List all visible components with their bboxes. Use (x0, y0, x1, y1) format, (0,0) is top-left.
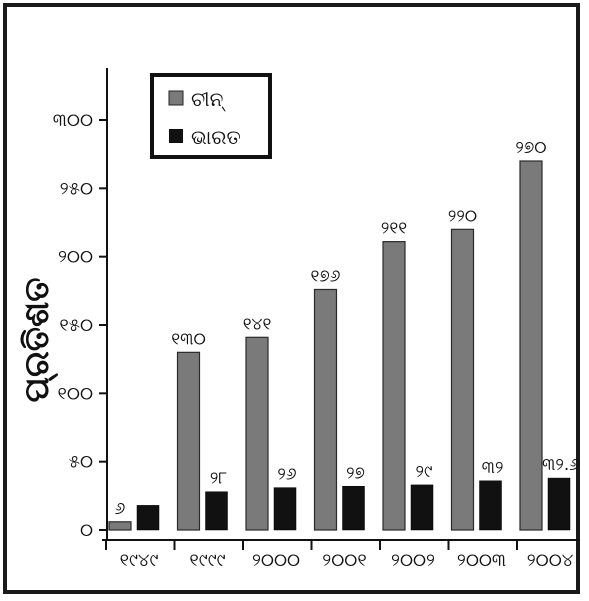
x-tick-label: ୧୯୪୯ (120, 550, 159, 571)
bar-india (342, 486, 365, 531)
x-tick-label: ୧୯୯୯ (189, 550, 225, 571)
bar-india (547, 477, 571, 531)
y-tick-label: ୩୦୦ (53, 110, 93, 131)
bars (108, 160, 571, 531)
x-tick-label: ୨୦୦୪ (527, 550, 574, 571)
y-tick-label: ୨୦୦ (58, 247, 93, 268)
data-label-india: ୨୬ (277, 465, 296, 485)
y-tick-label: ୧୫୦ (59, 315, 93, 336)
bar-india (205, 491, 228, 531)
x-tick-label: ୨୦୦୨ (391, 550, 435, 571)
x-tick-label: ୨୦୦୩ (457, 550, 506, 571)
legend-swatch-china (168, 90, 184, 106)
data-label-china: ୨୭୦ (515, 138, 546, 158)
legend-label-india: ଭାରତ (191, 125, 241, 149)
data-label-china: ୧୭୬ (311, 266, 341, 286)
y-tick-label: ୨୫୦ (60, 178, 93, 199)
bar-china (108, 521, 132, 531)
bar-china (313, 288, 338, 531)
data-label-china: ୨୨୦ (448, 206, 477, 226)
bar-china (382, 241, 406, 531)
value-labels: ୬ ୧୩୦ ୨୮ ୧୪୧ ୨୬ ୧୭୬ ୨୭ ୨୧୧ ୨୯ ୨୨୦ ୩୨ ୨୭୦ ୩୨.୬ (115, 138, 580, 519)
x-tick-label: ୨୦୦୦ (252, 550, 300, 571)
legend-box (150, 73, 272, 159)
y-tick-label: ୧୦୦ (58, 383, 93, 404)
data-label-india: ୨୮ (210, 469, 227, 489)
data-label-china: ୧୩୦ (171, 329, 206, 349)
legend-swatch-india (169, 129, 183, 143)
data-label-india: ୨୯ (416, 462, 433, 482)
data-label-china: ୬ (115, 499, 126, 519)
bar-china (245, 336, 269, 531)
axes: ୦ ୫୦ ୧୦୦ ୧୫୦ ୨୦୦ ୨୫୦ ୩୦୦ ୧୯୪୯ ୧୯୯୯ ୨୦୦୦ ୨୦୦୧ ୨୦୦୨ ୨୦… (53, 68, 580, 571)
bar-china (176, 351, 201, 531)
y-axis-label: ପ୍ରତିଶତ (17, 278, 58, 403)
bar-india (136, 505, 160, 531)
bar-india (410, 484, 434, 531)
data-label-china: ୧୪୧ (243, 314, 272, 334)
data-label-india: ୨୭ (346, 463, 365, 483)
bar-china (450, 228, 475, 531)
bar-india (273, 487, 297, 531)
data-label-india: ୩୨ (482, 458, 504, 478)
bar-india (479, 480, 502, 531)
legend: ଚୀନ୍ ଭାରତ (150, 73, 272, 159)
bar-china (519, 160, 543, 531)
y-tick-label: ୫୦ (69, 452, 93, 473)
data-label-india: ୩୨.୬ (542, 455, 580, 475)
y-tick-label: ୦ (80, 520, 93, 541)
x-tick-label: ୨୦୦୧ (322, 550, 366, 571)
data-label-china: ୨୧୧ (381, 219, 407, 239)
legend-label-china: ଚୀନ୍ (191, 87, 226, 111)
